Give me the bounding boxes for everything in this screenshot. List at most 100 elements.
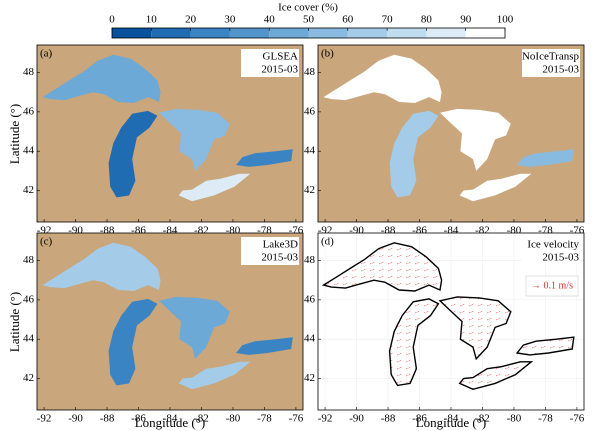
velocity-legend-box bbox=[525, 275, 579, 297]
x-tick-label: -86 bbox=[131, 413, 146, 425]
lake bbox=[236, 337, 293, 355]
y-tick-label: 42 bbox=[304, 184, 315, 196]
y-tick-label: 44 bbox=[23, 333, 35, 345]
map-panel: -92 -90 -88 -86 -84 -82 -80 -78 -76 42 44 46 48 (c) La… bbox=[23, 232, 304, 425]
x-tick-label: -84 bbox=[444, 413, 459, 425]
colorbar-tick-label: 90 bbox=[460, 14, 472, 26]
lake bbox=[389, 110, 439, 198]
colorbar-bin bbox=[269, 28, 309, 38]
colorbar-tick-label: 100 bbox=[497, 14, 514, 26]
velocity-legend: → 0.1 m/s bbox=[531, 280, 573, 291]
x-tick-label: -80 bbox=[226, 413, 241, 425]
y-tick-label: 42 bbox=[304, 372, 315, 384]
panel-date: 2015-03 bbox=[542, 64, 579, 76]
lake bbox=[458, 361, 534, 391]
y-tick-label: 46 bbox=[304, 293, 316, 305]
map-panel: -92 -90 -88 -86 -84 -82 -80 -78 -76 42 44 46 48 (d) Ic… bbox=[304, 232, 585, 425]
y-tick-label: 46 bbox=[23, 105, 35, 117]
y-tick-label: 46 bbox=[23, 293, 35, 305]
colorbar-bin bbox=[465, 28, 505, 38]
x-tick-label: -92 bbox=[37, 413, 52, 425]
panel-label-box bbox=[241, 49, 299, 77]
x-tick-label: -82 bbox=[194, 413, 209, 425]
lake bbox=[42, 54, 161, 103]
colorbar-tick-label: 0 bbox=[109, 14, 115, 26]
x-tick-label: -90 bbox=[349, 413, 364, 425]
panel-tag: (c) bbox=[40, 236, 53, 248]
lake bbox=[178, 173, 251, 202]
y-tick-label: 44 bbox=[23, 145, 35, 157]
x-tick-label: -84 bbox=[163, 413, 178, 425]
panel-tag: (d) bbox=[321, 236, 334, 248]
lake bbox=[388, 298, 440, 387]
panel-label-box bbox=[522, 49, 580, 77]
panel-title: Ice velocity bbox=[527, 239, 579, 251]
colorbar-tick-label: 80 bbox=[421, 14, 433, 26]
x-tick-label: -92 bbox=[318, 413, 333, 425]
panel-title: GLSEA bbox=[263, 51, 299, 63]
y-tick-label: 46 bbox=[304, 105, 316, 117]
lake bbox=[321, 242, 443, 292]
y-axis-label: Latitude (°) bbox=[7, 292, 22, 352]
panel-title: NoIceTransp bbox=[522, 51, 580, 63]
panel-date: 2015-03 bbox=[542, 252, 579, 264]
lake bbox=[459, 173, 532, 202]
panel-tag: (b) bbox=[321, 48, 334, 60]
x-tick-label: -76 bbox=[289, 413, 304, 425]
panel-label-box bbox=[241, 237, 299, 265]
x-tick-label: -90 bbox=[68, 413, 83, 425]
colorbar-tick-label: 50 bbox=[303, 14, 315, 26]
colorbar-tick-label: 30 bbox=[224, 14, 236, 26]
colorbar-bin bbox=[426, 28, 466, 38]
colorbar-tick-label: 10 bbox=[146, 14, 158, 26]
x-tick-label: -88 bbox=[381, 413, 396, 425]
lake bbox=[42, 242, 161, 291]
lake bbox=[236, 149, 293, 167]
y-tick-label: 42 bbox=[23, 184, 34, 196]
x-axis-label: Longitude (°) bbox=[135, 415, 206, 430]
colorbar-bin bbox=[308, 28, 348, 38]
colorbar-bin bbox=[347, 28, 388, 38]
colorbar-tick-label: 40 bbox=[264, 14, 276, 26]
panel-title: Lake3D bbox=[263, 239, 298, 251]
lake bbox=[108, 110, 158, 198]
x-tick-label: -78 bbox=[538, 413, 553, 425]
x-axis-label: Longitude (°) bbox=[416, 415, 487, 430]
x-tick-label: -76 bbox=[570, 413, 585, 425]
x-tick-label: -78 bbox=[257, 413, 272, 425]
panel-date: 2015-03 bbox=[261, 64, 298, 76]
panel-tag: (a) bbox=[40, 48, 53, 60]
y-tick-label: 48 bbox=[304, 254, 316, 266]
y-tick-label: 44 bbox=[304, 145, 316, 157]
lake bbox=[517, 149, 574, 167]
lake bbox=[440, 108, 511, 171]
x-tick-label: -88 bbox=[100, 413, 115, 425]
colorbar-tick-label: 20 bbox=[185, 14, 197, 26]
y-tick-label: 48 bbox=[304, 66, 316, 78]
lake bbox=[159, 108, 230, 171]
panel-date: 2015-03 bbox=[261, 252, 298, 264]
colorbar-bin bbox=[190, 28, 230, 38]
y-axis-label: Latitude (°) bbox=[7, 104, 22, 164]
lake bbox=[515, 336, 575, 356]
lake bbox=[108, 298, 158, 386]
lake bbox=[178, 361, 251, 390]
colorbar-tick-label: 70 bbox=[382, 14, 394, 26]
colorbar-bin bbox=[151, 28, 191, 38]
x-tick-label: -80 bbox=[507, 413, 522, 425]
panel-label-box bbox=[522, 237, 580, 265]
colorbar-label: Ice cover (%) bbox=[278, 2, 338, 14]
lake bbox=[159, 296, 230, 359]
x-tick-label: -82 bbox=[475, 413, 490, 425]
y-tick-label: 42 bbox=[23, 372, 34, 384]
lake bbox=[323, 54, 442, 103]
colorbar-bin bbox=[229, 28, 270, 38]
colorbar-bin bbox=[387, 28, 427, 38]
y-tick-label: 44 bbox=[304, 333, 316, 345]
lake bbox=[438, 296, 512, 361]
